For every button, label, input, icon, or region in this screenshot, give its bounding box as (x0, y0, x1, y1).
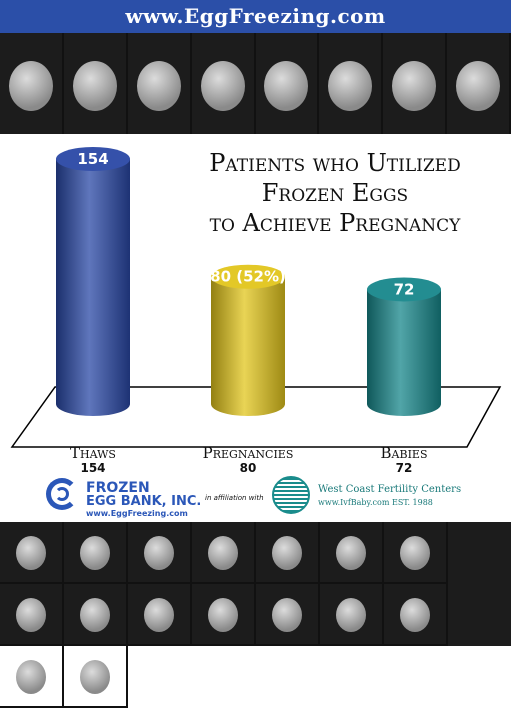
chart-title-line: Frozen Eggs (261, 179, 409, 207)
logo-line: FROZEN (86, 480, 150, 496)
child-photo (447, 33, 511, 134)
child-photo (64, 33, 128, 134)
bar-value-label: 80 (52%) (210, 268, 286, 286)
baby-photo (0, 584, 64, 646)
chart-title-line: Patients who Utilized (209, 149, 461, 177)
child-photo (256, 33, 320, 134)
logo-url: www.EggFreezing.com (86, 509, 188, 518)
chart-title-line: to Achieve Pregnancy (209, 209, 461, 237)
baby-photo (64, 584, 128, 646)
bar-value-label: 154 (77, 150, 108, 168)
baby-photo (320, 584, 384, 646)
top-photo-collage (0, 33, 511, 134)
swirl-logo-icon (46, 478, 78, 510)
chart-title: Patients who Utilized Frozen Eggs to Ach… (175, 148, 495, 238)
baby-photo (192, 522, 256, 584)
category-label: Pregnancies (203, 444, 294, 462)
bar-body (56, 159, 130, 416)
bar-top (367, 277, 441, 302)
bar-body (211, 276, 285, 416)
bar-top (211, 264, 285, 289)
baby-photo (256, 522, 320, 584)
bar-value-label: 72 (394, 280, 415, 298)
logo-line: EGG BANK, INC. (86, 494, 202, 509)
child-photo (192, 33, 256, 134)
bar-top (56, 147, 130, 171)
category-value: 72 (396, 461, 413, 475)
baby-photo (384, 584, 448, 646)
bottom-photo-collage (0, 522, 511, 708)
child-photo (128, 33, 192, 134)
baby-photo (320, 522, 384, 584)
logo-line: West Coast Fertility Centers (318, 484, 462, 495)
west-coast-fertility-logo[interactable]: West Coast Fertility Centers www.IvfBaby… (272, 476, 492, 520)
bar-body (367, 289, 441, 416)
child-photo (383, 33, 448, 134)
baby-photo (64, 646, 128, 708)
baby-photo (128, 522, 192, 584)
baby-photo (0, 646, 64, 708)
logo-line: www.IvfBaby.com EST. 1988 (318, 498, 433, 507)
category-label: Thaws (70, 444, 116, 462)
baby-photo (64, 522, 128, 584)
baby-photo (128, 584, 192, 646)
affiliation-text: in affiliation with (205, 494, 264, 502)
fertility-center-icon (272, 476, 310, 514)
category-value: 80 (240, 461, 257, 475)
baby-photo (384, 522, 448, 584)
baby-photo (192, 584, 256, 646)
child-photo (0, 33, 64, 134)
child-photo (319, 33, 384, 134)
baby-photo (256, 584, 320, 646)
category-value: 154 (80, 461, 105, 475)
category-label: Babies (381, 444, 428, 462)
website-banner[interactable]: www.EggFreezing.com (0, 0, 511, 33)
baby-photo (0, 522, 64, 584)
frozen-egg-bank-logo[interactable]: FROZEN EGG BANK, INC. www.EggFreezing.co… (46, 476, 221, 520)
